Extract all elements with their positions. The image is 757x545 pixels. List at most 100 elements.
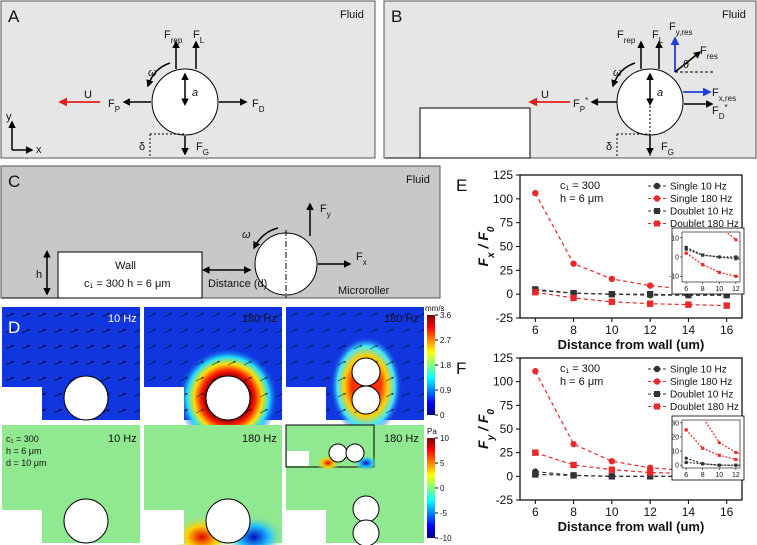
x-tick-label: 14 xyxy=(682,505,696,519)
x-tick-label: 6 xyxy=(532,505,539,519)
rotation-arrow xyxy=(146,62,171,88)
data-point xyxy=(717,255,721,259)
data-point xyxy=(701,446,705,450)
data-point xyxy=(751,257,754,260)
x-tick-label: 16 xyxy=(720,323,734,337)
angle-label: θ xyxy=(683,59,689,71)
y-axis-title: Fy / F0 xyxy=(475,409,497,449)
legend-label: Single 180 Hz xyxy=(670,194,732,205)
wall-label: Wall xyxy=(115,260,136,272)
inset-frame xyxy=(671,415,745,481)
legend-label: Doublet 180 Hz xyxy=(670,402,739,413)
panel-letter: D xyxy=(8,318,20,337)
label-part: F xyxy=(196,141,203,153)
param-label: d = 10 μm xyxy=(6,458,46,468)
force-label: FL xyxy=(193,29,205,45)
panel-a: A Fluid y x Frep FL ω a U FP FD FG δ xyxy=(0,0,376,159)
panel-d: D 10 Hz 180 Hz 180 Hz c₁ = 300 h = 6 μm … xyxy=(2,304,445,545)
data-point xyxy=(751,277,754,280)
data-point xyxy=(684,245,688,249)
data-point xyxy=(684,428,688,432)
data-point xyxy=(734,255,738,259)
y-axis-title-part: / F xyxy=(475,414,491,435)
microroller xyxy=(205,375,251,421)
param-label: c₁ = 300 xyxy=(6,434,39,444)
colorbar-tick-label: 0 xyxy=(440,484,445,493)
data-point xyxy=(570,260,577,267)
panel-letter: F xyxy=(456,359,466,378)
annotation: c₁ = 300 xyxy=(560,363,600,375)
data-point xyxy=(532,368,539,375)
inset-plot-area xyxy=(684,232,754,280)
data-point xyxy=(570,294,577,302)
height-label: h xyxy=(36,269,42,281)
y-axis-title-part: 0 xyxy=(486,409,497,415)
legend-marker xyxy=(653,378,661,385)
x-tick-label: 16 xyxy=(720,505,734,519)
data-point xyxy=(723,302,730,309)
colorbar-tick-label: 0.9 xyxy=(440,386,452,395)
label-part: F xyxy=(700,45,707,57)
radius-label: a xyxy=(192,87,198,99)
x-axis-title: Distance from wall (um) xyxy=(558,519,705,534)
rotation-arrow xyxy=(611,62,636,88)
series-line xyxy=(534,370,727,474)
microroller xyxy=(352,519,380,545)
velocity-map xyxy=(144,307,282,448)
data-point xyxy=(751,455,754,458)
series-line xyxy=(535,289,727,296)
data-point xyxy=(646,290,654,298)
inset-y-tick-label: 20 xyxy=(671,434,679,441)
inset-y-tick-label: 30 xyxy=(671,420,679,427)
legend-marker xyxy=(654,391,660,397)
param-label: h = 6 μm xyxy=(6,446,41,456)
label-part: F xyxy=(661,141,668,153)
force-label: FD xyxy=(252,98,265,114)
inset-x-tick-label: 12 xyxy=(732,286,740,293)
force-label: FG xyxy=(196,141,209,157)
force-label: FG xyxy=(661,141,674,157)
force-label: Fx xyxy=(356,251,367,267)
y-axis-title: Fx / F0 xyxy=(475,226,497,266)
series-line xyxy=(685,457,740,466)
label-part: D xyxy=(259,105,265,114)
colorbar xyxy=(427,438,435,538)
data-point xyxy=(701,263,705,267)
wall-step xyxy=(385,107,531,159)
annotation: h = 6 μm xyxy=(560,193,603,205)
colorbar-tick-label: -10 xyxy=(440,534,452,543)
velocity-map xyxy=(286,307,424,436)
microroller xyxy=(352,495,380,523)
y-tick-label: -25 xyxy=(496,493,514,507)
data-point xyxy=(734,463,738,467)
data-point xyxy=(717,270,721,274)
microroller xyxy=(345,443,365,463)
omega-label: ω xyxy=(242,229,251,241)
data-point xyxy=(570,440,577,448)
inset-frame xyxy=(671,227,745,295)
inset-y-tick-label: 10 xyxy=(671,235,679,242)
data-point xyxy=(717,453,721,457)
force-label: Fx,res xyxy=(712,87,736,103)
data-point xyxy=(646,282,654,289)
y-tick-label: 125 xyxy=(493,168,513,182)
velocity-map xyxy=(2,307,140,421)
label-part: F xyxy=(356,251,363,263)
omega-label: ω xyxy=(148,67,157,79)
y-tick-label: -25 xyxy=(496,311,514,325)
force-label: FP* xyxy=(573,96,588,114)
data-point xyxy=(734,457,738,462)
data-point xyxy=(608,473,616,480)
data-point xyxy=(608,466,616,473)
legend-marker xyxy=(654,403,660,410)
x-tick-label: 10 xyxy=(605,505,619,519)
label-part: P xyxy=(115,105,120,114)
distance-label: Distance (d) xyxy=(208,278,267,290)
legend-marker xyxy=(653,195,661,202)
y-tick-label: 100 xyxy=(493,192,513,206)
legend-label: Single 180 Hz xyxy=(670,377,732,388)
legend-label: Doublet 10 Hz xyxy=(670,207,733,218)
annotation: h = 6 μm xyxy=(560,376,603,388)
y-axis-title-part: / F xyxy=(475,232,491,253)
